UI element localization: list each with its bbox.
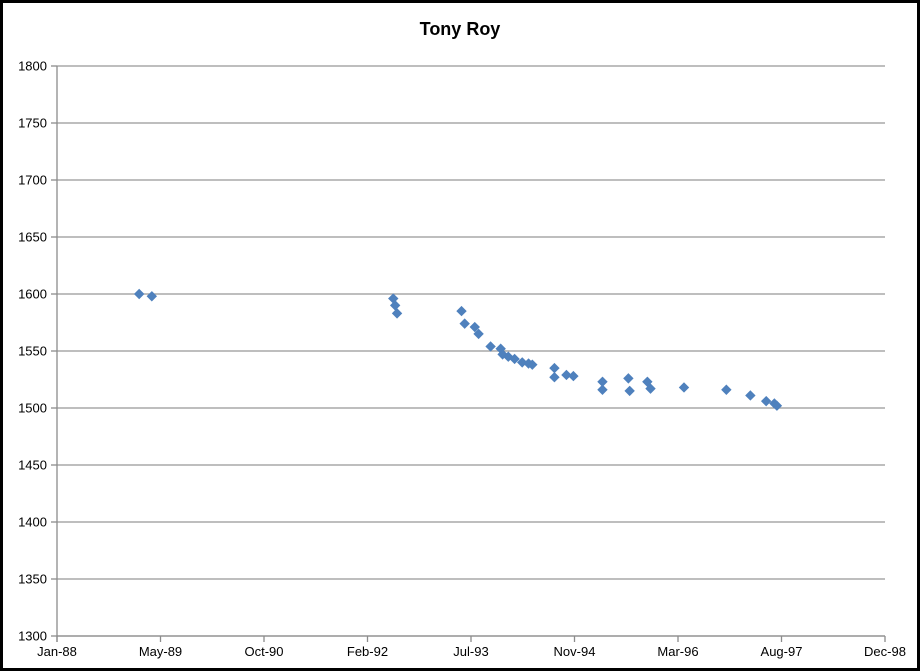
- data-point-marker: [624, 385, 635, 397]
- data-point-marker: [503, 351, 514, 362]
- y-tick-label: 1500: [18, 401, 47, 416]
- x-tick-label: Jul-93: [453, 644, 488, 659]
- data-point-marker: [391, 308, 403, 319]
- data-point-marker: [133, 288, 145, 300]
- x-tick-label: May-89: [139, 644, 182, 659]
- y-tick-label: 1350: [18, 572, 47, 587]
- y-tick-label: 1600: [18, 287, 47, 302]
- y-tick-label: 1550: [18, 344, 47, 359]
- data-point-marker: [568, 370, 579, 382]
- scatter-plot: 1300 1350 1400 1450 1500 1550 1600 1650 1700 1750…: [18, 59, 906, 660]
- x-tick-label: Oct-90: [244, 644, 283, 659]
- data-point-marker: [721, 384, 732, 395]
- x-tick-label: Feb-92: [347, 644, 388, 659]
- data-point-marker: [597, 384, 608, 395]
- x-tick-label: Jan-88: [37, 644, 77, 659]
- chart-title: Tony Roy: [419, 19, 501, 39]
- y-tick-label: 1450: [18, 458, 47, 473]
- data-point-marker: [645, 383, 656, 394]
- data-point-marker: [516, 357, 528, 368]
- data-point-marker: [509, 353, 520, 365]
- data-point-marker: [146, 291, 158, 302]
- data-point-marker: [456, 305, 467, 317]
- x-tick-label: Dec-98: [864, 644, 906, 659]
- y-tick-label: 1400: [18, 515, 47, 530]
- y-tick-label: 1650: [18, 230, 47, 245]
- y-tick-label: 1750: [18, 116, 47, 131]
- data-point-marker: [771, 400, 783, 411]
- data-point-marker: [469, 321, 480, 333]
- x-tick-label: Aug-97: [761, 644, 803, 659]
- data-point-marker: [527, 359, 538, 370]
- data-point-marker: [389, 300, 401, 311]
- data-point-marker: [549, 372, 560, 383]
- data-point-marker: [459, 318, 470, 329]
- data-point-marker: [745, 390, 756, 401]
- data-point-marker: [760, 395, 772, 407]
- x-tick-label: Nov-94: [554, 644, 596, 659]
- y-tick-label: 1300: [18, 629, 47, 644]
- data-point-marker: [623, 373, 634, 384]
- data-point-marker: [473, 328, 484, 340]
- data-point-marker: [485, 341, 496, 352]
- data-point-marker: [549, 362, 560, 374]
- data-point-marker: [642, 376, 653, 387]
- y-tick-label: 1700: [18, 173, 47, 188]
- x-tick-label: Mar-96: [657, 644, 698, 659]
- data-point-marker: [561, 369, 572, 381]
- y-tick-label: 1800: [18, 59, 47, 74]
- data-point-marker: [678, 382, 690, 393]
